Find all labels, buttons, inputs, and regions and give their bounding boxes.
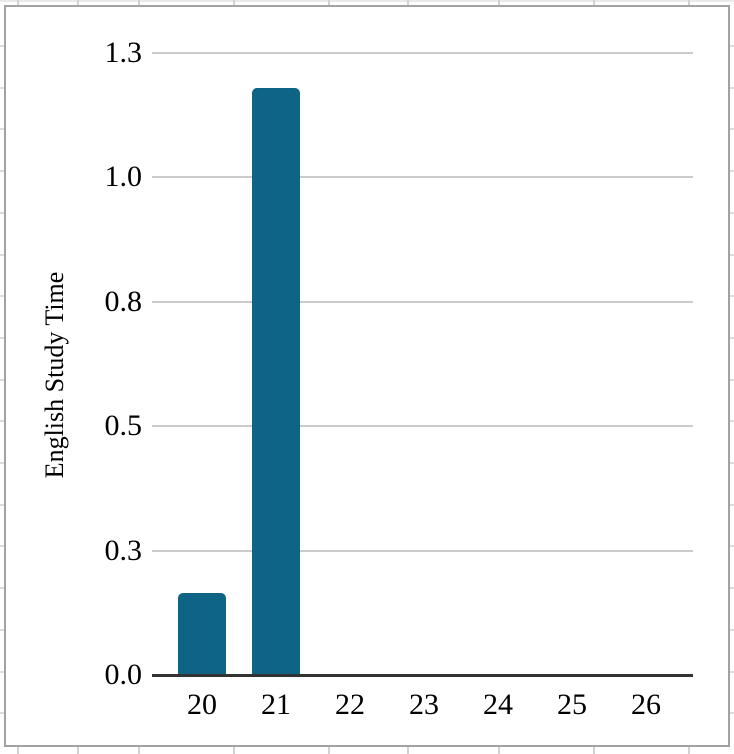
sheet-row-gridline [730, 170, 734, 172]
sheet-row-gridline [0, 170, 4, 172]
x-axis-line [152, 674, 693, 677]
sheet-column-gridline [328, 0, 330, 5]
sheet-row-gridline [730, 254, 734, 256]
sheet-column-gridline [138, 0, 140, 5]
sheet-column-gridline [138, 747, 140, 754]
gridline [152, 52, 693, 54]
sheet-column-gridline [498, 0, 500, 5]
sheet-row-gridline [730, 45, 734, 47]
sheet-row-gridline [0, 87, 4, 89]
sheet-row-gridline [730, 504, 734, 506]
x-tick-label: 23 [409, 688, 439, 721]
sheet-row-gridline [730, 671, 734, 673]
gridline [152, 550, 693, 552]
bar-20[interactable] [178, 593, 226, 675]
y-tick-label: 0.3 [104, 534, 143, 567]
x-tick-label: 21 [261, 688, 291, 721]
x-tick-label: 24 [483, 688, 513, 721]
sheet-column-gridline [593, 0, 595, 5]
y-tick-label: 0.8 [104, 285, 143, 318]
sheet-column-gridline [407, 747, 409, 754]
sheet-row-gridline [730, 587, 734, 589]
sheet-column-gridline [17, 747, 19, 754]
chart-object[interactable]: 0.0 0.3 0.5 0.8 1.0 1.3 20 21 22 23 24 25 26 Englis… [4, 5, 730, 747]
sheet-row-gridline [730, 295, 734, 297]
sheet-row-gridline [730, 545, 734, 547]
sheet-column-gridline [328, 747, 330, 754]
sheet-column-gridline [77, 747, 79, 754]
bar-21[interactable] [252, 88, 300, 675]
sheet-row-gridline [0, 712, 4, 714]
gridline [152, 301, 693, 303]
sheet-row-gridline [0, 45, 4, 47]
sheet-column-gridline [688, 0, 690, 5]
sheet-row-gridline [0, 587, 4, 589]
sheet-column-gridline [17, 0, 19, 5]
sheet-row-gridline [0, 462, 4, 464]
sheet-row-gridline [730, 337, 734, 339]
x-tick-label: 26 [631, 688, 661, 721]
sheet-row-gridline [730, 212, 734, 214]
sheet-column-gridline [77, 0, 79, 5]
sheet-row-gridline [730, 629, 734, 631]
sheet-row-gridline [0, 212, 4, 214]
y-tick-label: 0.0 [104, 658, 143, 691]
sheet-row-gridline [730, 379, 734, 381]
x-tick-label: 22 [335, 688, 365, 721]
sheet-row-gridline [0, 545, 4, 547]
y-tick-label: 0.5 [104, 409, 143, 442]
sheet-column-gridline [593, 747, 595, 754]
sheet-row-gridline [730, 87, 734, 89]
sheet-column-gridline [498, 747, 500, 754]
y-tick-label: 1.3 [104, 36, 143, 69]
sheet-row-gridline [0, 337, 4, 339]
sheet-column-gridline [233, 0, 235, 5]
y-axis-title: English Study Time [40, 271, 69, 479]
sheet-column-gridline [407, 0, 409, 5]
x-tick-label: 25 [557, 688, 587, 721]
x-tick-label: 20 [187, 688, 217, 721]
sheet-column-gridline [233, 747, 235, 754]
sheet-row-gridline [730, 712, 734, 714]
gridline [152, 176, 693, 178]
gridline [152, 425, 693, 427]
sheet-row-gridline [730, 128, 734, 130]
sheet-row-gridline [0, 379, 4, 381]
sheet-row-gridline [0, 504, 4, 506]
sheet-row-gridline [0, 671, 4, 673]
sheet-row-gridline [0, 295, 4, 297]
y-tick-label: 1.0 [104, 160, 143, 193]
sheet-row-gridline [0, 629, 4, 631]
sheet-row-edge [0, 0, 734, 2]
sheet-row-gridline [0, 128, 4, 130]
sheet-row-gridline [730, 420, 734, 422]
sheet-row-gridline [0, 254, 4, 256]
sheet-column-gridline [688, 747, 690, 754]
sheet-row-gridline [730, 462, 734, 464]
sheet-row-gridline [0, 420, 4, 422]
